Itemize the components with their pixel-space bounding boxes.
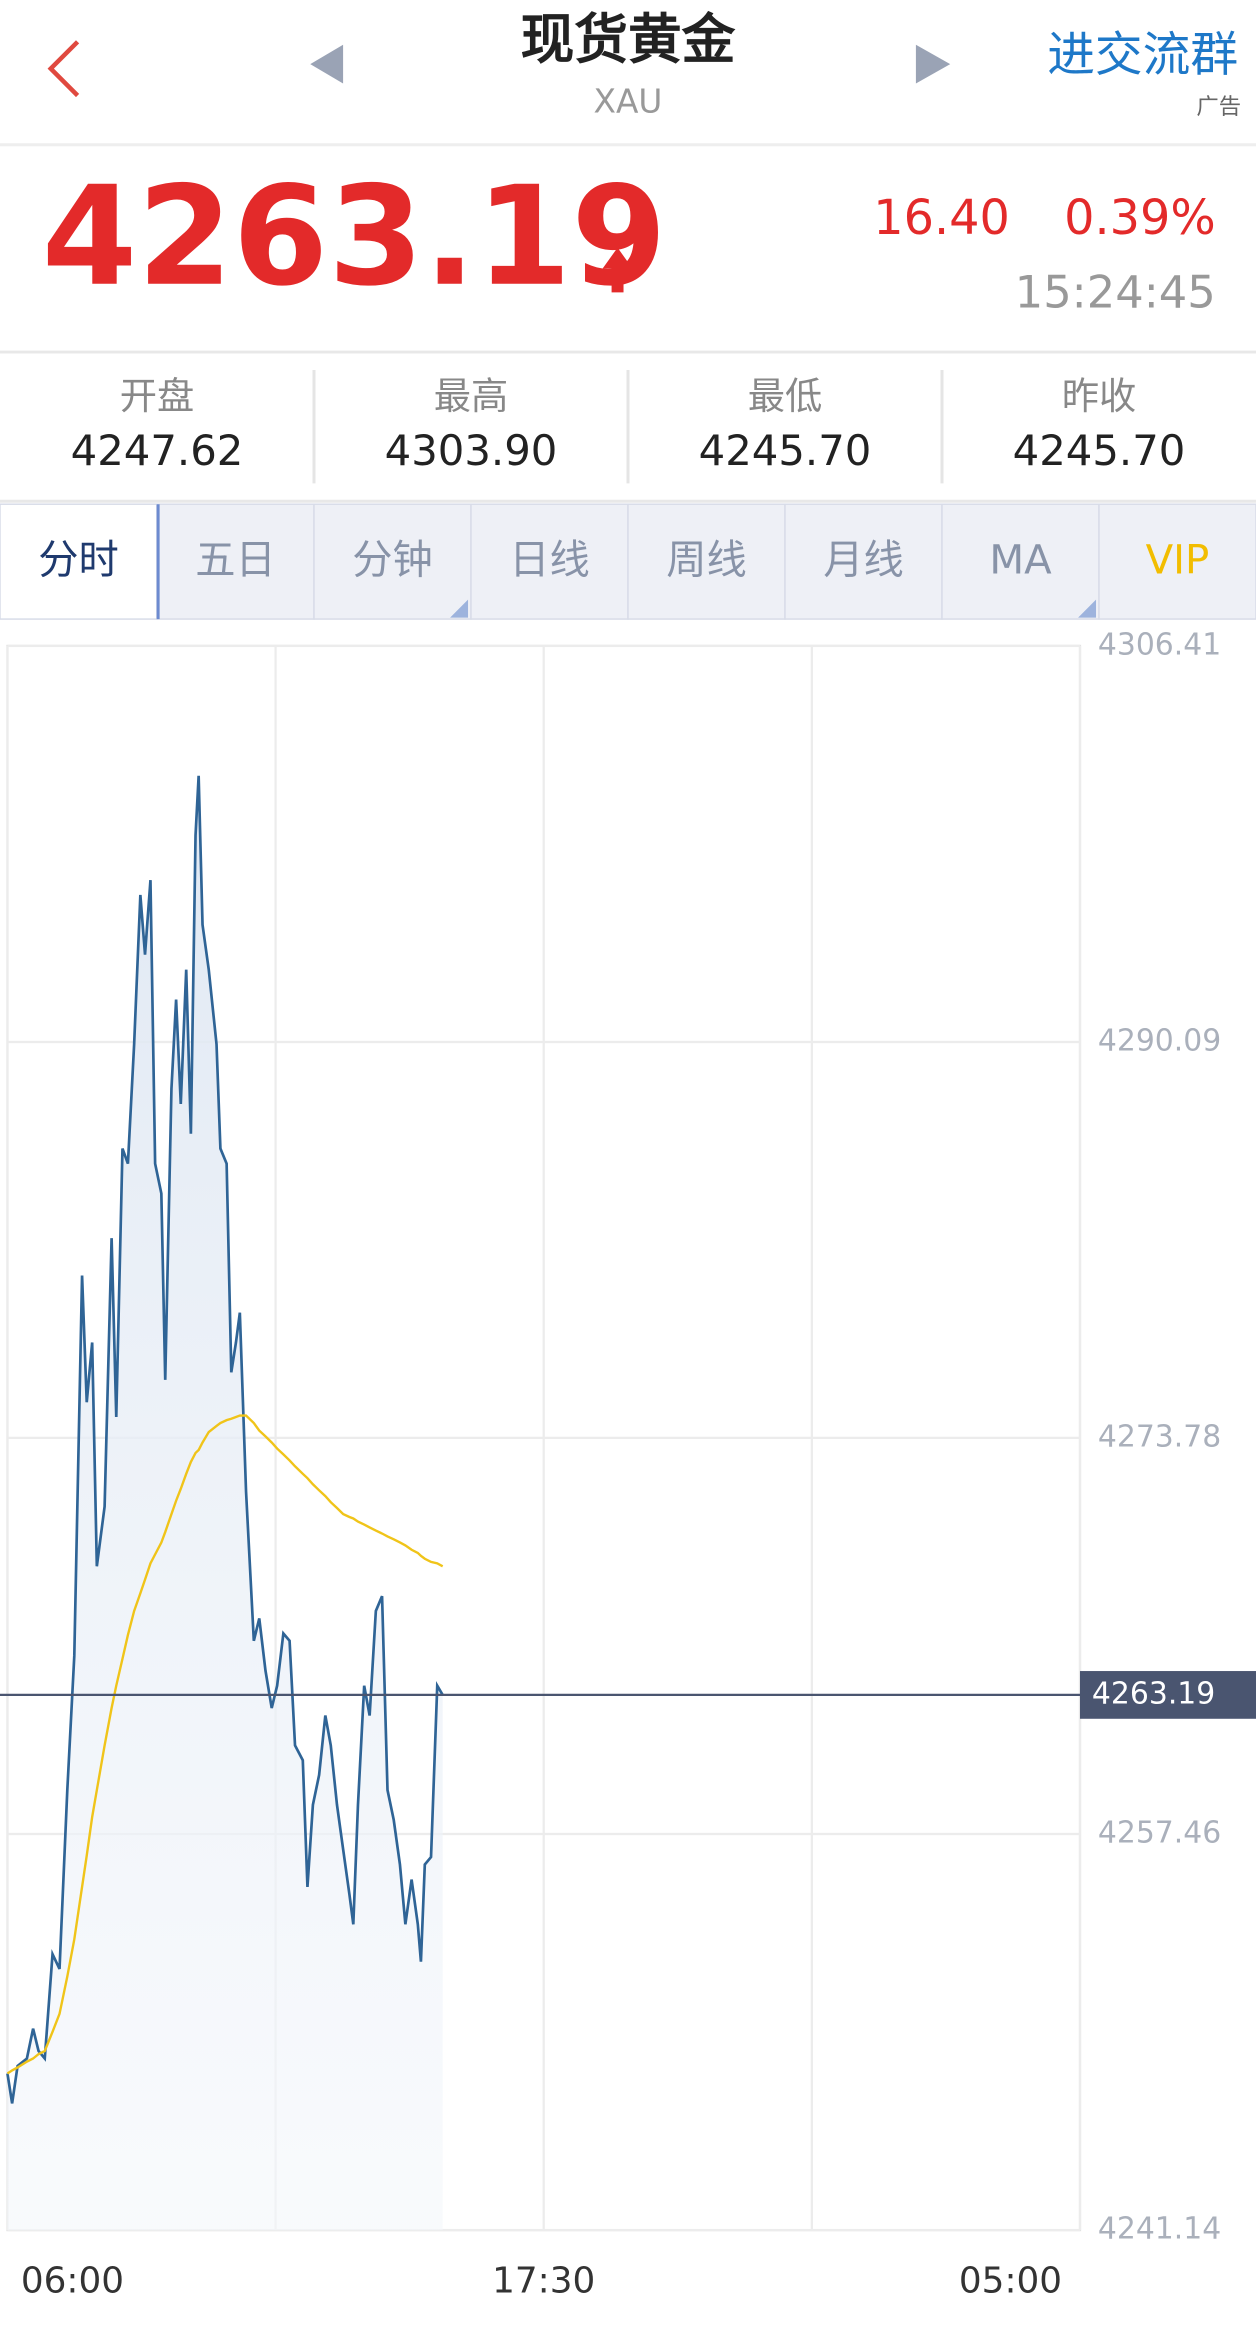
tab[interactable] — [627, 503, 786, 620]
symbol: XAU — [594, 82, 663, 120]
stat-label: 开盘 — [120, 374, 195, 418]
x-tick-label: 05:00 — [959, 2260, 1062, 2301]
change: 16.40 — [873, 191, 1010, 246]
tab[interactable] — [784, 503, 943, 620]
y-tick-label: 4257.46 — [1098, 1815, 1221, 1850]
group-link[interactable]: 进交流群 — [1047, 28, 1238, 83]
tab[interactable] — [313, 503, 472, 620]
title: 现货黄金 — [521, 8, 736, 71]
tab-bar: 分时 五日 分钟 日线 周线 月线 MA VIP — [0, 503, 1256, 620]
stat-value: 4245.70 — [1013, 426, 1186, 475]
prev-button[interactable] — [310, 44, 344, 84]
y-tick-label: 4290.09 — [1098, 1024, 1221, 1059]
price-area — [7, 775, 443, 2231]
ad-label: 广告 — [1196, 94, 1241, 120]
tab[interactable] — [1098, 503, 1256, 620]
stat-label: 最低 — [748, 374, 823, 418]
price-line — [6, 775, 444, 2104]
current-price-label: 4263.19 — [1092, 1676, 1215, 1711]
back-button[interactable] — [47, 40, 80, 98]
y-tick-label: 4306.41 — [1098, 627, 1221, 662]
quote-time: 15:24:45 — [1015, 265, 1216, 318]
tab-label: 分钟 — [352, 537, 433, 583]
tab-label: MA — [989, 537, 1052, 583]
stat-value: 4247.62 — [71, 426, 244, 475]
change-percent: 0.39% — [1064, 191, 1216, 246]
tab-label: 日线 — [509, 537, 590, 583]
price: 4263.19 — [42, 158, 667, 317]
average-line — [6, 1414, 444, 2075]
next-button[interactable] — [915, 44, 951, 84]
stat-label: 最高 — [434, 374, 509, 418]
y-tick-label: 4273.78 — [1098, 1419, 1221, 1454]
tab[interactable] — [941, 503, 1100, 620]
tab[interactable] — [156, 503, 315, 620]
stat-value: 4303.90 — [385, 426, 558, 475]
x-tick-label: 17:30 — [492, 2260, 595, 2301]
current-price-box — [1079, 1671, 1256, 1719]
chart: 06:00 17:30 05:00 4306.41 4290.09 4273.78 4257… — [0, 627, 1256, 2301]
tab-label: 月线 — [823, 537, 904, 583]
tab-label: 分时 — [38, 537, 119, 583]
header-bar — [0, 0, 1256, 145]
stats-row: 开盘 4247.62 最高 4303.90 最低 4245.70 昨收 4245.70 — [71, 369, 1186, 484]
stat-value: 4245.70 — [699, 426, 872, 475]
tab-label: 五日 — [195, 537, 276, 583]
tab[interactable] — [0, 503, 158, 620]
tab-label: 周线 — [666, 537, 747, 583]
stat-label: 昨收 — [1062, 374, 1137, 418]
x-tick-label: 06:00 — [21, 2260, 124, 2301]
up-arrow — [602, 247, 633, 293]
tab-label: VIP — [1146, 537, 1210, 583]
y-tick-label: 4241.14 — [1098, 2212, 1221, 2247]
